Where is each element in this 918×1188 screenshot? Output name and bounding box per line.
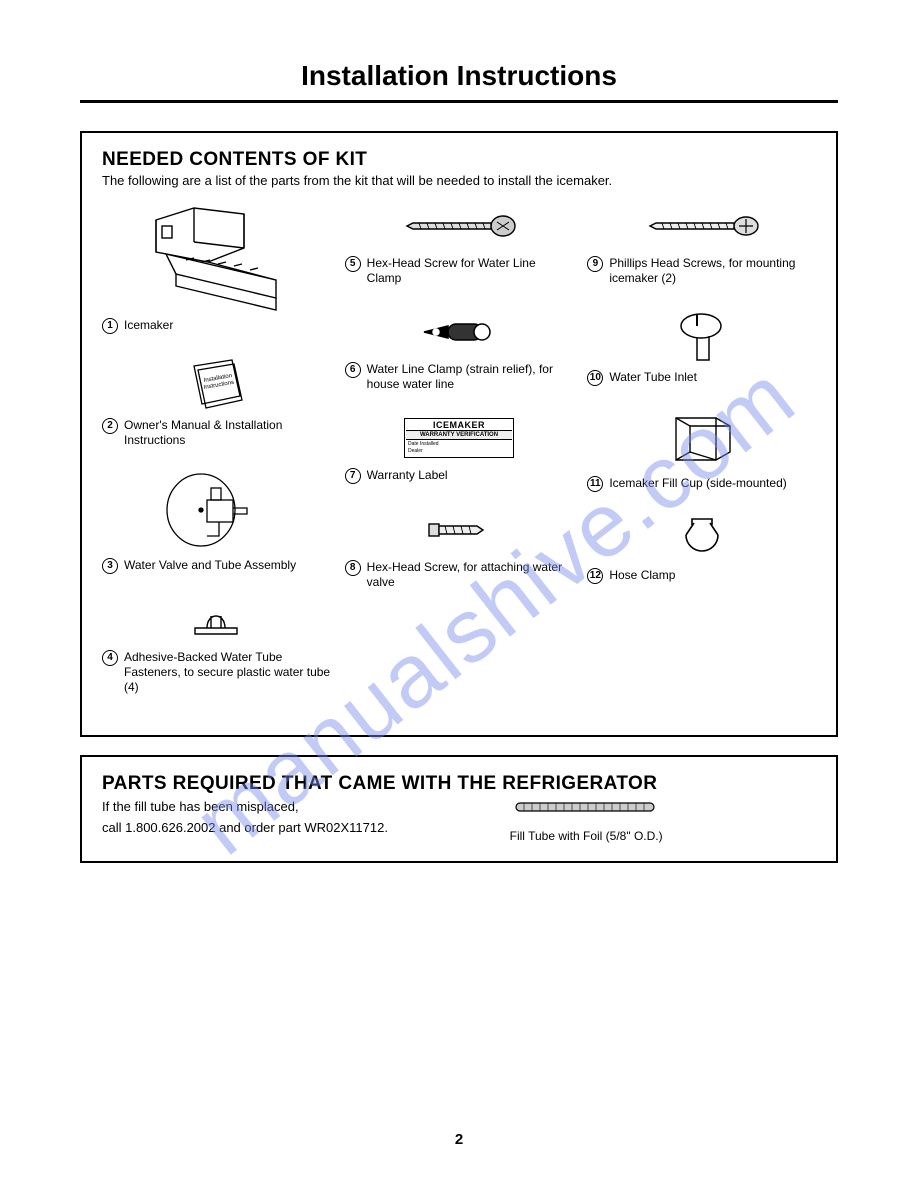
part-num: 7 <box>345 468 361 484</box>
required-title: PARTS REQUIRED THAT CAME WITH THE REFRIG… <box>102 773 816 795</box>
icemaker-svg <box>136 202 296 312</box>
part-phillips: 9 Phillips Head Screws, for mounting ice… <box>587 202 816 286</box>
part-hex-screw-1: 5 Hex-Head Screw for Water Line Clamp <box>345 202 574 286</box>
tube-inlet-icon <box>587 308 816 364</box>
part-fill-cup: 11 Icemaker Fill Cup (side-mounted) <box>587 408 816 492</box>
part-num: 2 <box>102 418 118 434</box>
part-num: 6 <box>345 362 361 378</box>
part-label: Icemaker <box>124 318 173 333</box>
part-num: 3 <box>102 558 118 574</box>
fill-cup-icon <box>587 408 816 470</box>
part-label: Water Line Clamp (strain relief), for ho… <box>367 362 574 392</box>
part-num: 9 <box>587 256 603 272</box>
part-valve: 3 Water Valve and Tube Assembly <box>102 470 331 574</box>
phillips-icon <box>587 202 816 250</box>
part-label: Hex-Head Screw, for attaching water valv… <box>367 560 574 590</box>
part-label: Owner's Manual & Installation Instructio… <box>124 418 331 448</box>
part-label: Hex-Head Screw for Water Line Clamp <box>367 256 574 286</box>
part-icemaker: 1 Icemaker <box>102 202 331 334</box>
fastener-icon <box>102 596 331 644</box>
part-water-clamp: 6 Water Line Clamp (strain relief), for … <box>345 308 574 392</box>
part-num: 11 <box>587 476 603 492</box>
part-label: Hose Clamp <box>609 568 675 583</box>
part-num: 12 <box>587 568 603 584</box>
page-title: Installation Instructions <box>80 60 838 103</box>
fill-tube-label: Fill Tube with Foil (5/8" O.D.) <box>510 829 816 843</box>
part-warranty: ICEMAKER WARRANTY VERIFICATION Date Inst… <box>345 414 574 484</box>
hex-screw-icon <box>345 202 574 250</box>
part-label: Icemaker Fill Cup (side-mounted) <box>609 476 786 491</box>
required-box: PARTS REQUIRED THAT CAME WITH THE REFRIG… <box>80 755 838 863</box>
manual-icon: Installation Instructions <box>102 356 331 412</box>
part-label: Phillips Head Screws, for mounting icema… <box>609 256 816 286</box>
page-number: 2 <box>0 1131 918 1148</box>
valve-icon <box>102 470 331 552</box>
hose-clamp-icon <box>587 514 816 562</box>
kit-title: NEEDED CONTENTS OF KIT <box>102 149 816 171</box>
part-fasteners: 4 Adhesive-Backed Water Tube Fasteners, … <box>102 596 331 695</box>
part-hex-screw-2: 8 Hex-Head Screw, for attaching water va… <box>345 506 574 590</box>
part-num: 4 <box>102 650 118 666</box>
warranty-icon: ICEMAKER WARRANTY VERIFICATION Date Inst… <box>345 414 574 462</box>
part-hose-clamp: 12 Hose Clamp <box>587 514 816 584</box>
kit-col-2: 5 Hex-Head Screw for Water Line Clamp <box>345 202 574 717</box>
required-note-1: If the fill tube has been misplaced, <box>102 799 470 816</box>
part-num: 5 <box>345 256 361 272</box>
part-tube-inlet: 10 Water Tube Inlet <box>587 308 816 386</box>
icemaker-icon <box>102 202 331 312</box>
kit-col-3: 9 Phillips Head Screws, for mounting ice… <box>587 202 816 717</box>
kit-box: NEEDED CONTENTS OF KIT The following are… <box>80 131 838 737</box>
warranty-row2: Dealer <box>408 448 510 455</box>
part-label: Adhesive-Backed Water Tube Fasteners, to… <box>124 650 331 695</box>
part-label: Water Tube Inlet <box>609 370 697 385</box>
warranty-title: ICEMAKER <box>406 420 512 430</box>
required-note-2: call 1.800.626.2002 and order part WR02X… <box>102 820 470 837</box>
warranty-sub: WARRANTY VERIFICATION <box>406 430 512 440</box>
kit-col-1: 1 Icemaker Installation Instructions <box>102 202 331 717</box>
part-num: 1 <box>102 318 118 334</box>
kit-subtitle: The following are a list of the parts fr… <box>102 173 816 188</box>
part-num: 8 <box>345 560 361 576</box>
part-manual: Installation Instructions 2 Owner's Manu… <box>102 356 331 448</box>
part-label: Warranty Label <box>367 468 448 483</box>
part-label: Water Valve and Tube Assembly <box>124 558 296 573</box>
kit-columns: 1 Icemaker Installation Instructions <box>102 202 816 717</box>
clamp-icon <box>345 308 574 356</box>
fill-tube-icon <box>510 795 816 823</box>
warranty-row1: Date Installed <box>408 441 510 448</box>
part-num: 10 <box>587 370 603 386</box>
hex-screw-2-icon <box>345 506 574 554</box>
